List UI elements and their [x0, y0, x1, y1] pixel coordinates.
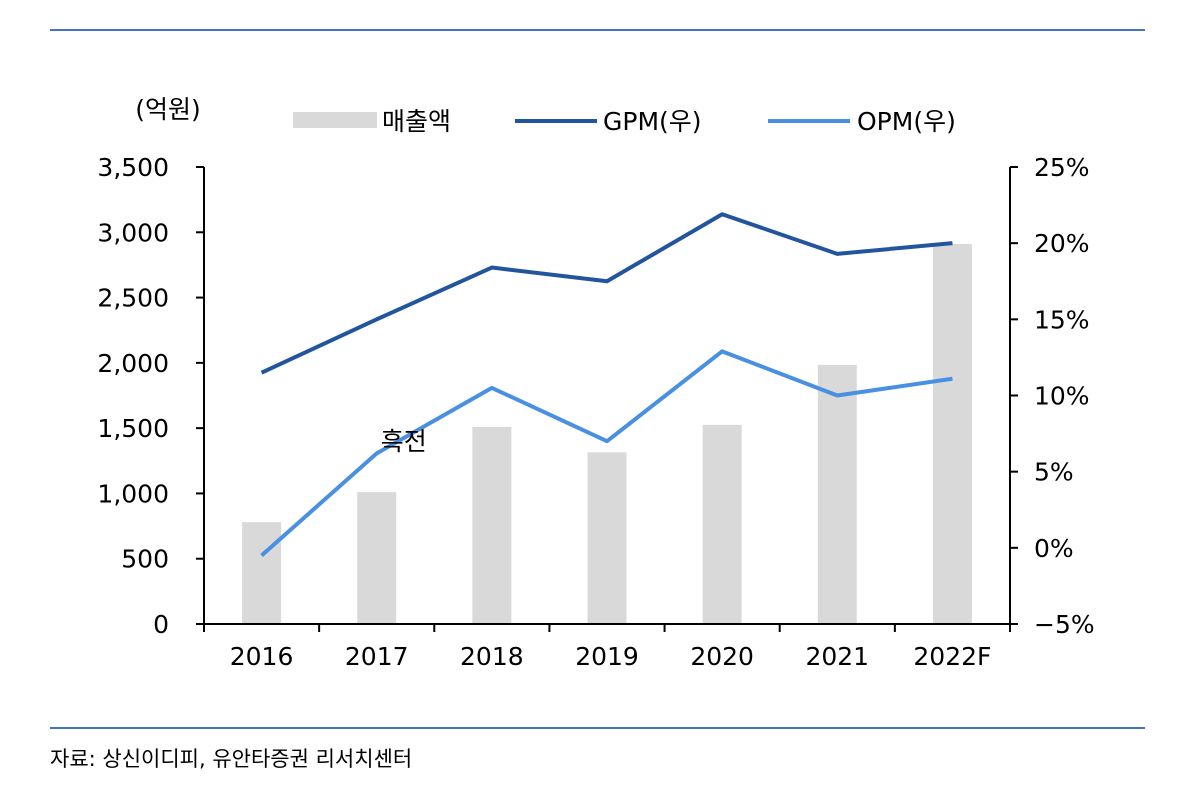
y-tick-left-label: 1,500	[97, 414, 169, 443]
legend-label-gpm: GPM(우)	[603, 107, 702, 136]
y-tick-left-label: 3,500	[97, 153, 169, 182]
x-tick-label-2019: 2019	[575, 642, 639, 671]
x-tick-label-2020: 2020	[690, 642, 754, 671]
y-tick-right-label: 20%	[1034, 229, 1090, 258]
legend-label-opm: OPM(우)	[857, 107, 956, 136]
y-tick-left-label: 3,000	[97, 218, 169, 247]
y-tick-right-label: 15%	[1034, 305, 1090, 334]
legend-swatch-sales	[293, 112, 377, 128]
bar-sales-2021	[817, 364, 857, 624]
bottom-rule	[50, 727, 1145, 729]
y-tick-right-label: 25%	[1034, 153, 1090, 182]
bar-sales-2022F	[932, 244, 972, 624]
bar-sales-2016	[242, 522, 282, 624]
source-note: 자료: 상신이디피, 유안타증권 리서치센터	[50, 747, 413, 771]
y-tick-left-label: 500	[121, 545, 169, 574]
legend: 매출액 GPM(우) OPM(우)	[293, 107, 956, 136]
x-tick-label-2018: 2018	[460, 642, 524, 671]
bar-sales-2017	[357, 492, 397, 624]
line-series	[260, 212, 953, 557]
bar-sales-2018	[472, 426, 512, 624]
top-rule	[50, 29, 1145, 31]
annotation-turnaround: 흑전	[381, 427, 427, 456]
annotations: 흑전	[381, 427, 427, 456]
x-tick-label-2016: 2016	[230, 642, 294, 671]
bar-sales-2020	[702, 424, 742, 624]
y-tick-right-label: 0%	[1034, 534, 1074, 563]
y-tick-right-label: 5%	[1034, 458, 1074, 487]
y-tick-left-label: 1,000	[97, 479, 169, 508]
legend-label-sales: 매출액	[382, 107, 451, 136]
y-axis-unit-label: (억원)	[135, 95, 201, 124]
x-tick-label-2017: 2017	[345, 642, 409, 671]
y-tick-right-label: 10%	[1034, 382, 1090, 411]
bar-series-sales	[242, 244, 972, 624]
axes: 0 500 1,000 1,500 2,000 2,500 3,000 3,500 −5% 0% 5…	[97, 153, 1094, 671]
y-tick-right-label: −5%	[1034, 610, 1095, 639]
y-tick-left-label: 2,000	[97, 349, 169, 378]
y-tick-left-label: 2,500	[97, 284, 169, 313]
x-tick-label-2021: 2021	[805, 642, 869, 671]
x-tick-label-2022F: 2022F	[913, 642, 991, 671]
bar-sales-2019	[587, 452, 627, 624]
y-tick-left-label: 0	[153, 610, 169, 639]
gpm-line	[260, 212, 953, 375]
